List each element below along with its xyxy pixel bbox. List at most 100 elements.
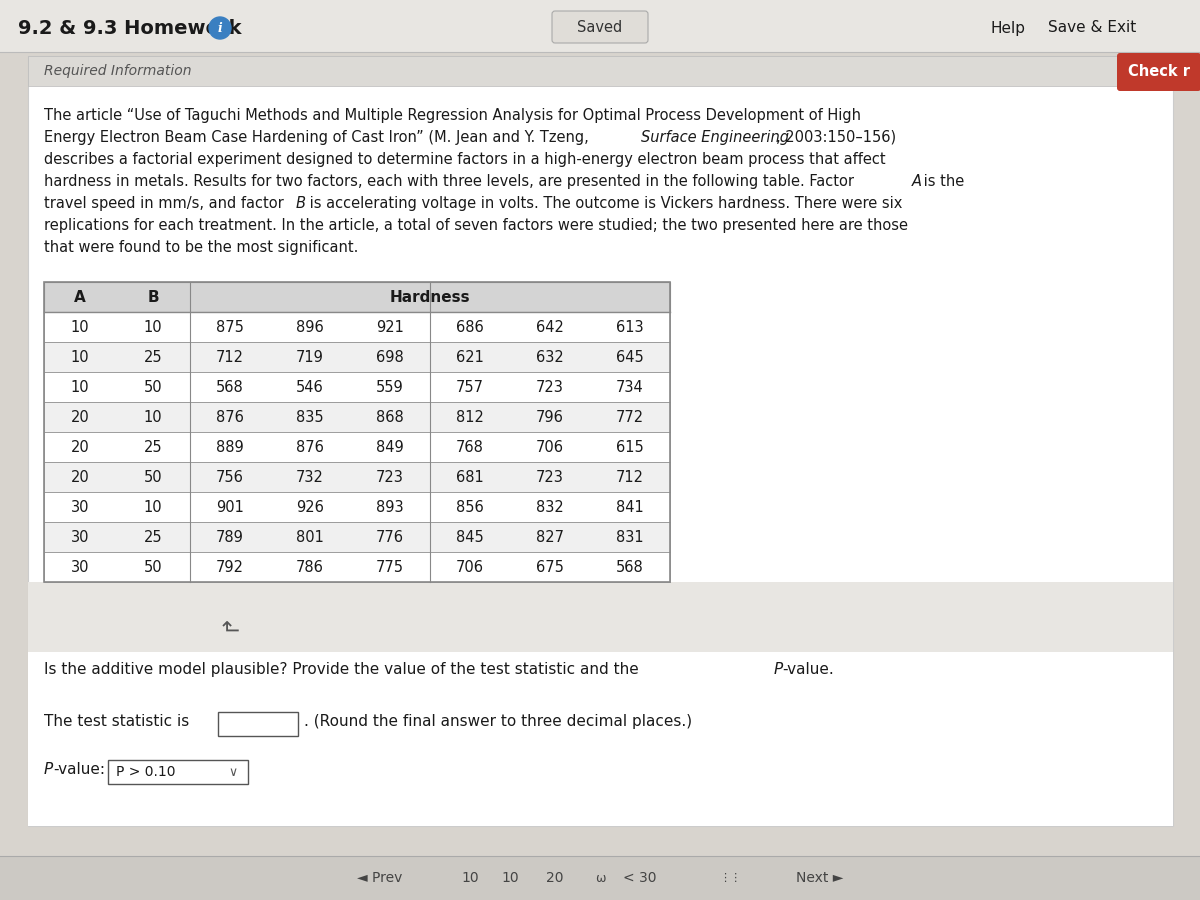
Text: 901: 901: [216, 500, 244, 515]
Text: 559: 559: [376, 380, 404, 394]
Text: 893: 893: [376, 500, 404, 515]
Text: Next ►: Next ►: [797, 871, 844, 885]
Text: -value:: -value:: [53, 762, 106, 777]
Text: 849: 849: [376, 439, 404, 454]
Text: 50: 50: [144, 380, 162, 394]
Text: 926: 926: [296, 500, 324, 515]
Text: 786: 786: [296, 560, 324, 574]
Text: 768: 768: [456, 439, 484, 454]
Bar: [44, 462, 670, 492]
Text: 642: 642: [536, 320, 564, 335]
Bar: [44, 342, 670, 372]
Text: 10: 10: [144, 500, 162, 515]
Text: The article “Use of Taguchi Methods and Multiple Regression Analysis for Optimal: The article “Use of Taguchi Methods and …: [44, 108, 862, 123]
Bar: [0, 0, 1200, 52]
Text: 831: 831: [616, 529, 644, 544]
Bar: [44, 282, 670, 312]
Text: Is the additive model plausible? Provide the value of the test statistic and the: Is the additive model plausible? Provide…: [44, 662, 643, 677]
Text: 868: 868: [376, 410, 404, 425]
Text: 613: 613: [616, 320, 644, 335]
Text: Check r: Check r: [1128, 65, 1190, 79]
Text: 756: 756: [216, 470, 244, 484]
Text: 50: 50: [144, 560, 162, 574]
Text: 896: 896: [296, 320, 324, 335]
Text: 30: 30: [71, 529, 89, 544]
Text: 9.2 & 9.3 Homework: 9.2 & 9.3 Homework: [18, 19, 241, 38]
Text: 723: 723: [536, 380, 564, 394]
Text: 686: 686: [456, 320, 484, 335]
Text: 732: 732: [296, 470, 324, 484]
Text: < 30: < 30: [623, 871, 656, 885]
Text: 25: 25: [144, 439, 162, 454]
Text: 30: 30: [71, 500, 89, 515]
Text: that were found to be the most significant.: that were found to be the most significa…: [44, 240, 359, 255]
Bar: [28, 56, 1174, 826]
Text: 675: 675: [536, 560, 564, 574]
Text: is the: is the: [919, 174, 965, 189]
Text: 621: 621: [456, 349, 484, 364]
Text: 10: 10: [144, 320, 162, 335]
Text: replications for each treatment. In the article, a total of seven factors were s: replications for each treatment. In the …: [44, 218, 908, 233]
Text: Surface Engineering: Surface Engineering: [641, 130, 790, 145]
Text: is accelerating voltage in volts. The outcome is Vickers hardness. There were si: is accelerating voltage in volts. The ou…: [305, 196, 902, 211]
Text: 734: 734: [616, 380, 644, 394]
Text: P: P: [774, 662, 784, 677]
Text: Saved: Saved: [577, 20, 623, 34]
Text: Required Information: Required Information: [44, 64, 192, 78]
Text: ω: ω: [595, 871, 605, 885]
Text: 723: 723: [536, 470, 564, 484]
Text: P: P: [44, 762, 53, 777]
Text: 25: 25: [144, 349, 162, 364]
Text: 30: 30: [71, 560, 89, 574]
Bar: [44, 492, 670, 522]
Text: 706: 706: [456, 560, 484, 574]
Text: travel speed in mm/s, and factor: travel speed in mm/s, and factor: [44, 196, 288, 211]
Text: describes a factorial experiment designed to determine factors in a high-energy : describes a factorial experiment designe…: [44, 152, 886, 167]
Text: 546: 546: [296, 380, 324, 394]
Text: 841: 841: [616, 500, 644, 515]
Text: A: A: [74, 290, 86, 304]
Text: 20: 20: [71, 410, 89, 425]
Text: ∨: ∨: [228, 766, 238, 778]
Text: 723: 723: [376, 470, 404, 484]
Text: , 2003:150–156): , 2003:150–156): [776, 130, 896, 145]
Text: Help: Help: [990, 21, 1025, 35]
Text: 832: 832: [536, 500, 564, 515]
Bar: [44, 372, 670, 402]
Text: 20: 20: [546, 871, 564, 885]
Text: 568: 568: [216, 380, 244, 394]
Text: 632: 632: [536, 349, 564, 364]
Text: ⋮⋮: ⋮⋮: [719, 873, 742, 883]
Text: 789: 789: [216, 529, 244, 544]
Text: 889: 889: [216, 439, 244, 454]
Text: i: i: [217, 22, 222, 34]
Text: 827: 827: [536, 529, 564, 544]
Text: 645: 645: [616, 349, 644, 364]
Text: ↱: ↱: [220, 613, 240, 631]
Bar: [44, 432, 670, 462]
Text: 10: 10: [461, 871, 479, 885]
Bar: [0, 856, 1200, 900]
Text: 712: 712: [216, 349, 244, 364]
Text: Energy Electron Beam Case Hardening of Cast Iron” (M. Jean and Y. Tzeng,: Energy Electron Beam Case Hardening of C…: [44, 130, 593, 145]
Text: 10: 10: [502, 871, 518, 885]
Bar: [28, 56, 1174, 86]
Text: 792: 792: [216, 560, 244, 574]
Text: Save & Exit: Save & Exit: [1048, 21, 1136, 35]
Text: 801: 801: [296, 529, 324, 544]
Text: P > 0.10: P > 0.10: [116, 765, 175, 779]
Text: 615: 615: [616, 439, 644, 454]
Bar: [44, 312, 670, 342]
Text: B: B: [296, 196, 306, 211]
Text: 10: 10: [71, 320, 89, 335]
Text: 706: 706: [536, 439, 564, 454]
Text: 10: 10: [144, 410, 162, 425]
Text: A: A: [912, 174, 922, 189]
Text: 776: 776: [376, 529, 404, 544]
Text: 10: 10: [71, 349, 89, 364]
Text: 875: 875: [216, 320, 244, 335]
Text: The test statistic is: The test statistic is: [44, 714, 190, 729]
Bar: [44, 282, 670, 582]
Text: 845: 845: [456, 529, 484, 544]
Text: 568: 568: [616, 560, 644, 574]
